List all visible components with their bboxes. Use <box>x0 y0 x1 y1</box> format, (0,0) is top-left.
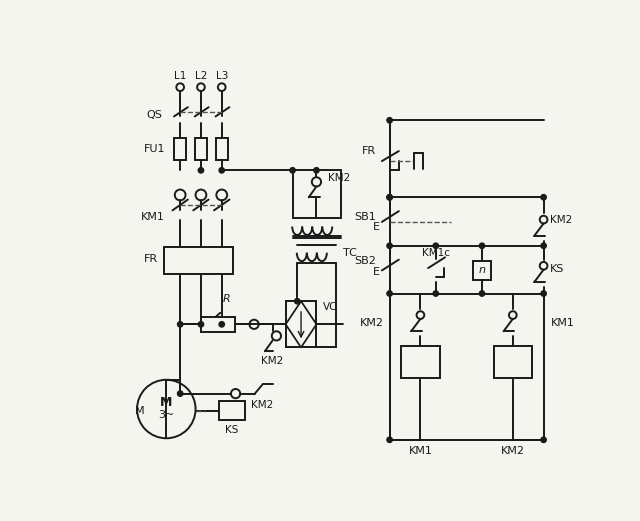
Circle shape <box>541 437 547 442</box>
Text: VC: VC <box>323 302 337 313</box>
Text: R: R <box>223 294 230 304</box>
Text: E: E <box>373 267 380 277</box>
Text: KM2: KM2 <box>261 356 284 366</box>
Circle shape <box>541 194 547 200</box>
Text: KS: KS <box>550 264 564 274</box>
Text: KM1: KM1 <box>551 318 575 328</box>
Circle shape <box>433 243 438 249</box>
Text: KM1c: KM1c <box>422 249 450 258</box>
Text: KM2: KM2 <box>252 400 274 410</box>
Text: KM1: KM1 <box>408 446 433 456</box>
Bar <box>195 138 207 159</box>
Bar <box>164 247 234 274</box>
Text: KM2: KM2 <box>328 173 350 183</box>
Circle shape <box>294 299 300 304</box>
Circle shape <box>387 194 392 200</box>
Text: FR: FR <box>144 254 158 264</box>
Circle shape <box>177 321 183 327</box>
Circle shape <box>198 321 204 327</box>
Circle shape <box>198 168 204 173</box>
Bar <box>216 138 228 159</box>
Text: L2: L2 <box>195 71 207 81</box>
Text: SB1: SB1 <box>354 212 376 221</box>
Text: SB2: SB2 <box>354 256 376 266</box>
Text: 3~: 3~ <box>158 410 175 420</box>
Circle shape <box>479 291 484 296</box>
Circle shape <box>219 168 225 173</box>
Circle shape <box>387 118 392 123</box>
Text: L3: L3 <box>216 71 228 81</box>
Text: KM2: KM2 <box>360 318 383 328</box>
Bar <box>201 317 235 332</box>
Circle shape <box>541 291 547 296</box>
Circle shape <box>314 168 319 173</box>
Text: KM2: KM2 <box>550 215 572 225</box>
Text: KM2: KM2 <box>500 446 525 456</box>
Circle shape <box>387 437 392 442</box>
Circle shape <box>387 243 392 249</box>
Bar <box>219 401 245 420</box>
Circle shape <box>387 291 392 296</box>
Bar <box>493 346 532 378</box>
Circle shape <box>387 194 392 200</box>
Text: QS: QS <box>147 110 163 120</box>
Text: KS: KS <box>225 425 239 435</box>
Circle shape <box>541 243 547 249</box>
Bar <box>285 301 316 348</box>
Text: E: E <box>373 221 380 231</box>
Text: KM1: KM1 <box>141 212 164 221</box>
Bar <box>401 346 440 378</box>
Text: L1: L1 <box>174 71 186 81</box>
Circle shape <box>177 391 183 396</box>
Text: FR: FR <box>362 146 376 156</box>
Bar <box>473 261 492 280</box>
Text: TC: TC <box>344 249 357 258</box>
Text: M: M <box>160 396 173 410</box>
Bar <box>174 138 186 159</box>
Circle shape <box>479 243 484 249</box>
Circle shape <box>219 321 225 327</box>
Circle shape <box>290 168 295 173</box>
Text: FU1: FU1 <box>144 144 166 154</box>
Circle shape <box>433 291 438 296</box>
Text: M: M <box>134 405 144 416</box>
Text: n: n <box>479 265 486 276</box>
